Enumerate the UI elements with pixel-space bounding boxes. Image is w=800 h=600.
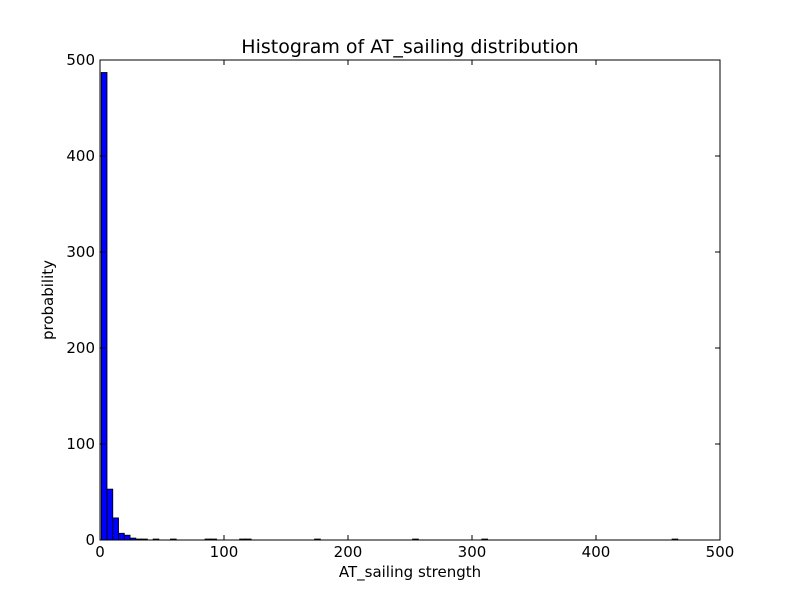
y-tick-label: 100	[66, 435, 95, 453]
x-tick-label: 100	[210, 543, 239, 561]
histogram-bar	[118, 532, 125, 541]
x-tick-label: 0	[95, 543, 105, 561]
chart-title: Histogram of AT_sailing distribution	[241, 36, 578, 58]
histogram-bar	[106, 488, 114, 541]
y-axis-label: probability	[39, 260, 57, 340]
y-tick-label: 400	[66, 147, 95, 165]
y-tick-label: 0	[85, 531, 95, 549]
y-tick-label: 300	[66, 243, 95, 261]
plot-frame	[99, 59, 721, 541]
y-tick-label: 200	[66, 339, 95, 357]
tick-labels-layer: 0 100 200 300 400 500 0 100 200 300 400 500	[66, 51, 734, 561]
histogram-bar	[123, 534, 131, 541]
x-axis-label: AT_sailing strength	[339, 563, 481, 582]
x-tick-label: 300	[458, 543, 487, 561]
histogram-bar	[100, 72, 108, 541]
x-tick-label: 200	[334, 543, 363, 561]
x-tick-label: 500	[706, 543, 735, 561]
x-tick-label: 400	[582, 543, 611, 561]
y-tick-label: 500	[66, 51, 95, 69]
ticks-layer	[99, 59, 721, 541]
histogram-bar	[112, 517, 119, 541]
bars-layer	[100, 72, 679, 541]
